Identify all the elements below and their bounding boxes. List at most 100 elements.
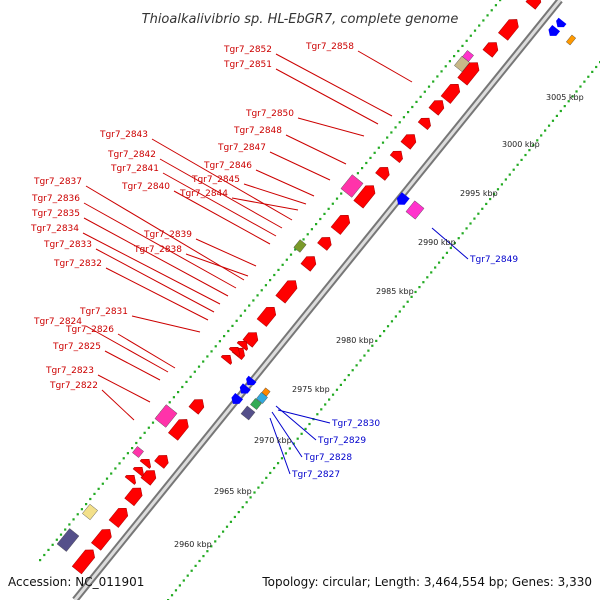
feature-box-rev-1[interactable] (240, 405, 256, 421)
cds-reverse-5[interactable] (546, 24, 561, 39)
cds-forward-1[interactable] (71, 546, 98, 575)
forward-strand-features (56, 0, 544, 575)
cds-forward-2[interactable] (91, 526, 114, 551)
gene-label-forward[interactable]: Tgr7_2831 (79, 307, 128, 317)
ruler-dots (39, 0, 600, 602)
gene-label-forward[interactable]: Tgr7_2836 (31, 194, 80, 204)
kbp-tick-label: 2985 kbp (376, 287, 414, 296)
map-title: Thioalkalivibrio sp. HL-EbGR7, complete … (142, 12, 459, 27)
feature-box-rev-6[interactable] (565, 34, 577, 46)
cds-forward-23[interactable] (457, 59, 482, 86)
gene-label-forward[interactable]: Tgr7_2846 (203, 161, 252, 171)
kbp-tick-label: 2995 kbp (460, 189, 498, 198)
cds-forward-22[interactable] (440, 80, 463, 104)
cds-forward-25[interactable] (498, 16, 521, 41)
gene-label-reverse[interactable]: Tgr7_2849 (469, 255, 518, 265)
gene-label-forward[interactable]: Tgr7_2826 (65, 325, 114, 335)
cds-forward-21[interactable] (428, 97, 447, 116)
cds-reverse-4[interactable] (394, 192, 410, 208)
cds-forward-small-5[interactable] (132, 464, 147, 477)
genome-summary-text: Topology: circular; Length: 3,464,554 bp… (261, 575, 592, 589)
cds-forward-15[interactable] (330, 211, 353, 235)
feature-box-rev-4[interactable] (261, 387, 271, 397)
gene-label-forward[interactable]: Tgr7_2825 (52, 342, 101, 352)
gene-label-forward[interactable]: Tgr7_2838 (133, 245, 182, 255)
kbp-tick-label: 2970 kbp (254, 436, 292, 445)
feature-box-8[interactable] (462, 50, 474, 62)
chromosome-backbone (72, 0, 563, 603)
gene-label-forward[interactable]: Tgr7_2847 (217, 143, 266, 153)
reverse-gene-labels: Tgr7_2827 Tgr7_2828 Tgr7_2829 Tgr7_2830 Tgr7… (291, 255, 518, 480)
cds-forward-small-4[interactable] (124, 472, 139, 485)
kbp-scale-labels: 2960 kbp 2965 kbp 2970 kbp 2975 kbp 2980 kbp… (174, 93, 584, 549)
cds-forward-6[interactable] (154, 452, 172, 469)
cds-forward-12[interactable] (275, 277, 300, 304)
cds-forward-small-3[interactable] (236, 338, 251, 351)
gene-label-reverse[interactable]: Tgr7_2830 (331, 419, 380, 429)
gene-label-forward[interactable]: Tgr7_2840 (121, 182, 170, 192)
kbp-tick-label: 3000 kbp (502, 140, 540, 149)
gene-label-forward[interactable]: Tgr7_2842 (107, 150, 156, 160)
kbp-tick-label: 3005 kbp (546, 93, 584, 102)
gene-label-forward[interactable]: Tgr7_2843 (99, 130, 148, 140)
gene-label-forward[interactable]: Tgr7_2850 (245, 109, 294, 119)
gene-label-forward[interactable]: Tgr7_2858 (305, 42, 354, 52)
gene-label-forward[interactable]: Tgr7_2834 (30, 224, 79, 234)
cds-forward-3[interactable] (108, 504, 131, 528)
gene-label-forward[interactable]: Tgr7_2835 (31, 209, 80, 219)
cds-forward-5[interactable] (140, 467, 159, 486)
gene-label-forward[interactable]: Tgr7_2839 (143, 230, 192, 240)
cds-forward-10[interactable] (242, 329, 261, 348)
cds-forward-8[interactable] (188, 396, 207, 415)
reverse-strand-features (229, 17, 577, 421)
kbp-tick-label: 2980 kbp (336, 336, 374, 345)
cds-reverse-3[interactable] (244, 375, 257, 389)
feature-box-4[interactable] (56, 528, 80, 552)
accession-text: Accession: NC_011901 (8, 575, 144, 589)
cds-forward-17[interactable] (375, 164, 393, 181)
cds-forward-13[interactable] (300, 253, 319, 272)
cds-forward-small-6[interactable] (139, 456, 154, 469)
cds-forward-11[interactable] (256, 303, 279, 327)
cds-forward-20[interactable] (417, 114, 434, 131)
feature-box-5[interactable] (82, 503, 98, 521)
cds-forward-14[interactable] (317, 234, 335, 251)
gene-label-forward[interactable]: Tgr7_2832 (53, 259, 102, 269)
gene-label-forward[interactable]: Tgr7_2823 (45, 366, 94, 376)
gene-label-reverse[interactable]: Tgr7_2829 (317, 436, 366, 446)
cds-forward-small-1[interactable] (220, 352, 235, 365)
cds-forward-16[interactable] (353, 182, 378, 209)
feature-box-rev-2[interactable] (250, 398, 262, 410)
label-leaders (82, 50, 469, 475)
cds-forward-19[interactable] (400, 131, 419, 150)
feature-box-1[interactable] (154, 404, 178, 428)
cds-forward-26[interactable] (525, 0, 544, 10)
cds-forward-24[interactable] (482, 39, 501, 58)
cds-reverse-1[interactable] (229, 392, 244, 407)
gene-label-forward[interactable]: Tgr7_2837 (33, 177, 82, 187)
gene-label-forward[interactable]: Tgr7_2844 (179, 189, 228, 199)
gene-label-forward[interactable]: Tgr7_2848 (233, 126, 282, 136)
cds-forward-18[interactable] (389, 147, 406, 164)
kbp-tick-label: 2960 kbp (174, 540, 212, 549)
cds-reverse-2[interactable] (237, 383, 251, 396)
gene-label-forward[interactable]: Tgr7_2852 (223, 45, 272, 55)
gene-label-reverse[interactable]: Tgr7_2827 (291, 470, 340, 480)
gene-label-forward[interactable]: Tgr7_2851 (223, 60, 272, 70)
gene-label-forward[interactable]: Tgr7_2822 (49, 381, 98, 391)
cds-forward-4[interactable] (124, 484, 146, 507)
gene-label-forward[interactable]: Tgr7_2833 (43, 240, 92, 250)
feature-box-rev-5[interactable] (405, 200, 425, 220)
cds-forward-small-2[interactable] (228, 344, 243, 357)
gene-label-reverse[interactable]: Tgr7_2828 (303, 453, 352, 463)
gene-label-forward[interactable]: Tgr7_2824 (33, 317, 82, 327)
gene-label-forward[interactable]: Tgr7_2845 (191, 175, 240, 185)
cds-forward-7[interactable] (168, 416, 191, 441)
feature-box-3[interactable] (340, 174, 364, 198)
feature-box-2[interactable] (132, 446, 144, 458)
forward-gene-labels: Tgr7_2822 Tgr7_2823 Tgr7_2824 Tgr7_2825 Tgr7… (30, 42, 354, 391)
gene-label-forward[interactable]: Tgr7_2841 (110, 164, 159, 174)
feature-box-6[interactable] (293, 239, 307, 253)
cds-reverse-6[interactable] (554, 17, 567, 31)
